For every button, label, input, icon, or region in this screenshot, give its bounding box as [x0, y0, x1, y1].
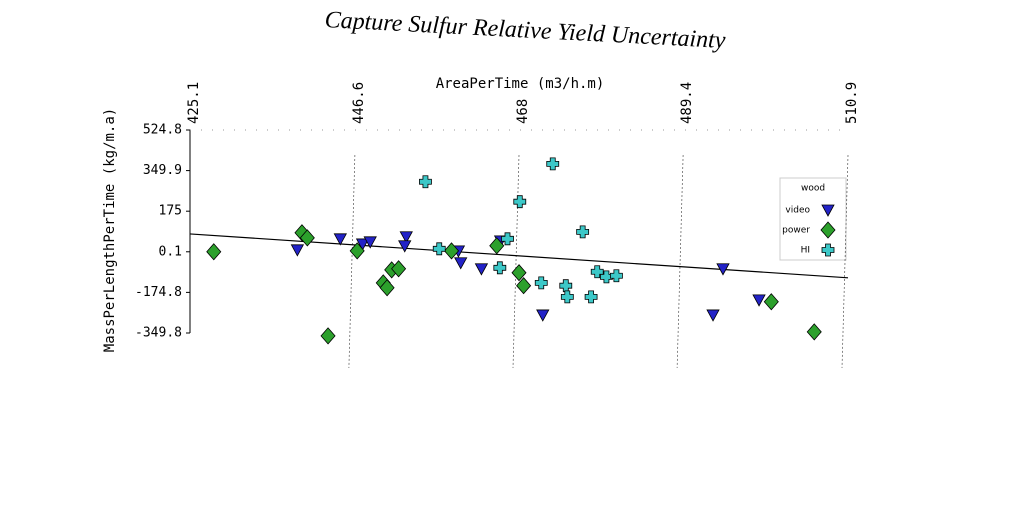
point	[511, 264, 527, 282]
grid-line	[512, 154, 520, 369]
point	[516, 277, 532, 295]
point	[501, 232, 514, 246]
point	[454, 257, 468, 270]
point	[560, 290, 574, 304]
point	[752, 294, 766, 307]
point	[763, 293, 779, 311]
point	[399, 231, 413, 244]
x-tick-label: 489.4	[679, 82, 695, 124]
point	[609, 269, 623, 283]
legend-marker	[821, 243, 835, 257]
legend-label: power	[782, 226, 810, 236]
point	[299, 229, 315, 247]
point	[432, 242, 446, 256]
x-tick-label: 425.1	[186, 82, 202, 124]
point	[333, 233, 347, 246]
x-tick-label: 468	[515, 99, 531, 124]
x-axis-label: AreaPerTime (m3/h.m)	[436, 76, 605, 92]
point	[576, 225, 590, 239]
point	[206, 243, 222, 261]
y-tick-label: 0.1	[159, 244, 182, 259]
point	[806, 323, 822, 341]
legend-title: wood	[801, 184, 825, 194]
point	[716, 263, 730, 276]
point	[534, 276, 548, 290]
legend-marker	[820, 221, 836, 239]
y-tick-label: 349.9	[143, 163, 182, 178]
point	[355, 238, 370, 251]
y-tick-label: -174.8	[135, 285, 182, 300]
point	[546, 157, 560, 171]
chart-title: Capture Sulfur Relative Yield Uncertaint…	[324, 7, 726, 54]
y-tick-label: 524.8	[143, 123, 182, 138]
trend-line	[189, 233, 849, 279]
point	[379, 279, 395, 297]
point	[349, 242, 365, 260]
point	[474, 263, 489, 276]
point	[706, 309, 720, 322]
y-axis-label: MassPerLengthPerTime (kg/m.a)	[102, 108, 118, 352]
x-tick-label: 446.6	[351, 82, 367, 124]
point	[398, 240, 412, 253]
y-tick-label: 175	[159, 204, 182, 219]
legend-label: video	[785, 206, 810, 216]
point	[559, 279, 573, 293]
point	[536, 309, 550, 322]
point	[363, 236, 377, 249]
point	[513, 195, 527, 209]
grid-line	[676, 154, 684, 369]
point	[443, 242, 460, 260]
point	[600, 270, 613, 284]
grid-line	[348, 154, 356, 369]
point	[590, 265, 604, 279]
x-tick-label: 510.9	[844, 82, 860, 124]
point	[493, 261, 507, 275]
point	[584, 290, 598, 304]
legend-marker	[821, 204, 835, 217]
legend-label: HI	[801, 246, 810, 256]
point	[320, 327, 336, 345]
point	[489, 237, 505, 255]
point	[290, 244, 305, 257]
grid-line	[841, 154, 849, 369]
point	[391, 260, 407, 278]
point	[419, 175, 432, 189]
y-tick-label: -349.8	[135, 326, 182, 341]
